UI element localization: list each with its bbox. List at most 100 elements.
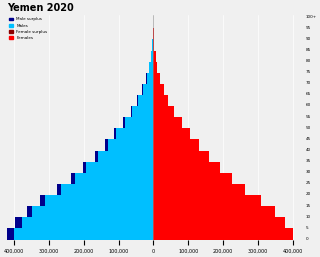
Bar <box>149 68 153 70</box>
Bar <box>61 184 153 186</box>
Bar <box>151 59 153 62</box>
Bar <box>40 197 45 199</box>
Bar <box>142 88 143 90</box>
Bar <box>15 219 22 222</box>
Bar <box>131 113 132 115</box>
Bar <box>153 133 190 135</box>
Bar <box>22 222 153 224</box>
Bar <box>143 84 153 86</box>
Bar <box>143 93 153 95</box>
Bar <box>114 128 116 131</box>
Bar <box>137 95 138 97</box>
Bar <box>75 177 153 179</box>
Bar <box>152 46 153 48</box>
Legend: Male surplus, Males, Female surplus, Females: Male surplus, Males, Female surplus, Fem… <box>8 16 49 41</box>
Bar <box>153 75 160 77</box>
Bar <box>138 97 153 99</box>
Bar <box>105 146 108 148</box>
Bar <box>116 128 153 131</box>
Bar <box>116 137 153 140</box>
Bar <box>32 215 153 217</box>
Bar <box>138 104 153 106</box>
Bar <box>153 215 275 217</box>
Bar <box>98 155 153 157</box>
Bar <box>153 33 154 35</box>
Bar <box>15 217 22 219</box>
Bar <box>108 146 153 148</box>
Bar <box>153 173 232 175</box>
Bar <box>124 124 125 126</box>
Bar <box>153 126 181 128</box>
Bar <box>125 117 153 120</box>
Bar <box>105 144 108 146</box>
Bar <box>45 197 153 199</box>
Bar <box>138 102 153 104</box>
Bar <box>146 82 147 84</box>
Bar <box>153 51 156 53</box>
Bar <box>153 55 156 57</box>
Bar <box>131 111 132 113</box>
Bar <box>153 59 156 62</box>
Bar <box>153 233 293 235</box>
Bar <box>147 79 153 82</box>
Bar <box>153 53 156 55</box>
Bar <box>153 151 209 153</box>
Bar <box>116 133 153 135</box>
Bar <box>153 228 293 231</box>
Bar <box>153 142 199 144</box>
Bar <box>153 64 157 66</box>
Bar <box>153 120 181 122</box>
Bar <box>32 210 153 213</box>
Bar <box>153 175 232 177</box>
Bar <box>45 199 153 202</box>
Bar <box>153 179 232 182</box>
Bar <box>153 46 154 48</box>
Bar <box>57 191 61 193</box>
Bar <box>153 148 199 151</box>
Bar <box>27 208 32 210</box>
Bar <box>15 224 22 226</box>
Bar <box>153 146 199 148</box>
Bar <box>142 90 143 93</box>
Bar <box>137 99 138 102</box>
Bar <box>114 137 116 140</box>
Bar <box>153 93 164 95</box>
Bar <box>153 153 209 155</box>
Bar <box>153 70 157 73</box>
Bar <box>153 188 245 191</box>
Bar <box>132 113 153 115</box>
Bar <box>61 191 153 193</box>
Bar <box>132 106 153 108</box>
Bar <box>153 155 209 157</box>
Bar <box>83 162 86 164</box>
Bar <box>153 44 154 46</box>
Bar <box>151 57 153 59</box>
Bar <box>40 195 45 197</box>
Bar <box>149 66 153 68</box>
Bar <box>45 195 153 197</box>
Bar <box>86 166 153 168</box>
Bar <box>153 197 261 199</box>
Bar <box>86 164 153 166</box>
Bar <box>153 226 285 228</box>
Bar <box>146 75 147 77</box>
Bar <box>153 28 154 31</box>
Bar <box>152 44 153 46</box>
Bar <box>98 159 153 162</box>
Bar <box>153 191 245 193</box>
Bar <box>146 77 147 79</box>
Bar <box>71 175 75 177</box>
Bar <box>153 224 285 226</box>
Bar <box>137 104 138 106</box>
Bar <box>152 42 153 44</box>
Bar <box>116 135 153 137</box>
Bar <box>75 173 153 175</box>
Bar <box>124 117 125 120</box>
Bar <box>151 53 153 55</box>
Bar <box>32 206 153 208</box>
Bar <box>153 62 157 64</box>
Text: Yemen 2020: Yemen 2020 <box>7 3 74 13</box>
Bar <box>151 51 153 53</box>
Bar <box>147 75 153 77</box>
Bar <box>153 73 160 75</box>
